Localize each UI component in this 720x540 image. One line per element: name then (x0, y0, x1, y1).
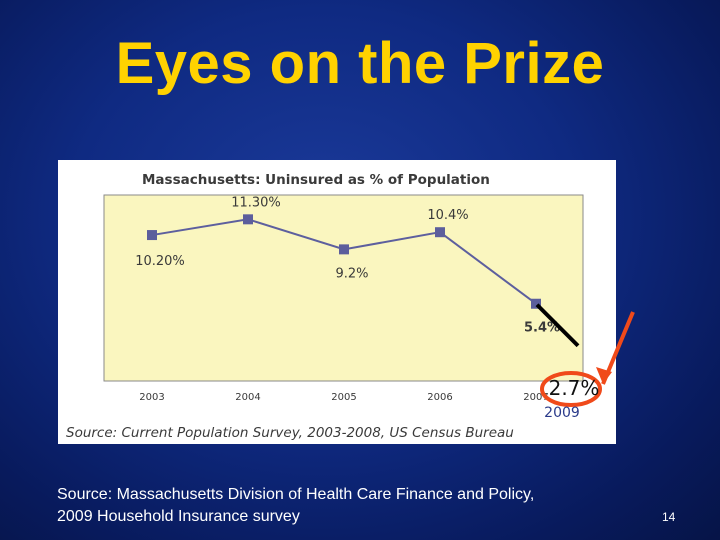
data-point-2003 (147, 230, 157, 241)
x-tick-label-2005: 2005 (331, 392, 356, 403)
data-point-2006 (435, 227, 445, 238)
data-label-2006: 10.4% (427, 208, 468, 223)
data-label-2005: 9.2% (335, 266, 368, 281)
data-label-2003: 10.20% (135, 254, 185, 269)
footer-source: Source: Massachusetts Division of Health… (57, 484, 657, 528)
data-label-2007: 5.4% (524, 321, 560, 336)
line-chart: Massachusetts: Uninsured as % of Populat… (66, 172, 635, 441)
x-tick-label-2003: 2003 (139, 392, 164, 403)
x-tick-label-2004: 2004 (235, 392, 260, 403)
data-label-2004: 11.30% (231, 195, 281, 210)
slide-number: 14 (662, 510, 676, 524)
chart-marks: 10.20% 11.30% 9.2% 10.4% 5.4% 2003 2004 2005 200… (135, 195, 635, 421)
projection-value-label: 2.7% (549, 376, 600, 400)
chart-title: Massachusetts: Uninsured as % of Populat… (142, 172, 490, 188)
slide-title: Eyes on the Prize (115, 31, 605, 96)
projection-year-label: 2009 (544, 405, 580, 421)
projection-pointer-line (535, 303, 580, 348)
highlight-circle (540, 371, 602, 407)
x-tick-label-2006: 2006 (427, 392, 452, 403)
chart-source-note: Source: Current Population Survey, 2003-… (66, 425, 514, 441)
data-point-2004 (243, 214, 253, 225)
footer-source-line-2: 2009 Household Insurance survey (57, 508, 300, 525)
data-point-2005 (339, 244, 349, 255)
footer-source-line-1: Source: Massachusetts Division of Health… (57, 486, 535, 503)
plot-area (103, 194, 584, 382)
chart-panel: Massachusetts: Uninsured as % of Populat… (58, 160, 635, 444)
highlight-arrow-head (596, 367, 612, 384)
x-tick-label-2007: 2007 (523, 392, 548, 403)
data-point-2007 (531, 298, 541, 309)
